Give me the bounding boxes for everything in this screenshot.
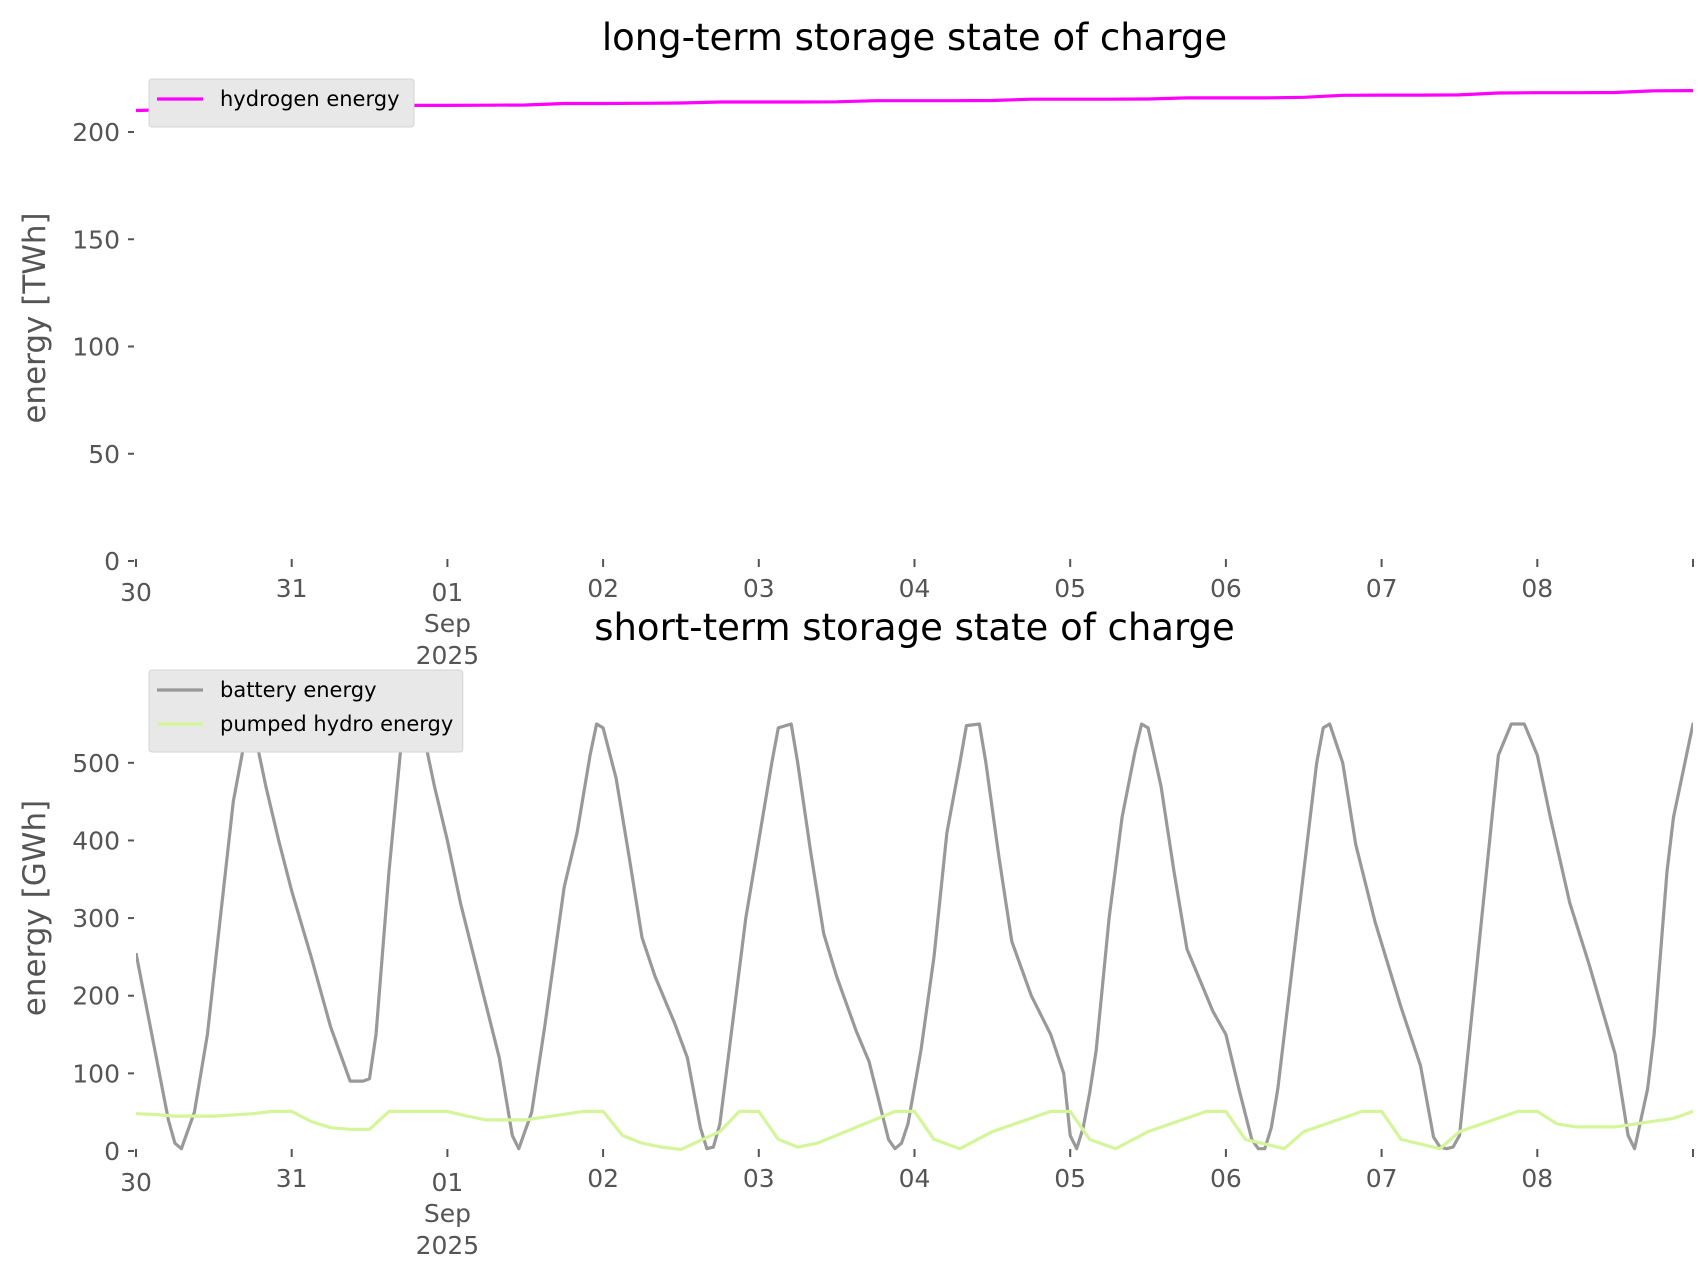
chart-panel-short-term: short-term storage state of charge energy…	[17, 606, 1694, 1260]
x-tick-sublabel: 2025	[416, 1231, 480, 1260]
y-tick-label: 200	[72, 982, 120, 1011]
x-tick-label: 07	[1366, 574, 1398, 603]
legend-label: pumped hydro energy	[220, 712, 453, 736]
x-tick-label: 02	[587, 1164, 619, 1193]
y-tick-label: 50	[88, 440, 120, 469]
legend-box	[148, 669, 464, 753]
x-tick-label: 07	[1366, 1164, 1398, 1193]
x-tick-label: 31	[276, 574, 308, 603]
x-tick-label: 08	[1521, 1164, 1553, 1193]
x-tick-label: 03	[743, 1164, 775, 1193]
y-tick-label: 150	[72, 225, 120, 254]
x-tick-label: 31	[276, 1164, 308, 1193]
y-tick-label: 500	[72, 749, 120, 778]
y-tick-label: 200	[72, 118, 120, 147]
x-tick-label: 08	[1521, 574, 1553, 603]
chart-title: short-term storage state of charge	[594, 606, 1235, 649]
legend: hydrogen energy	[148, 78, 415, 128]
y-tick-label: 100	[72, 333, 120, 362]
x-tick-sublabel: Sep	[424, 609, 471, 638]
x-tick-label: 04	[899, 1164, 931, 1193]
y-axis-label: energy [GWh]	[17, 800, 53, 1016]
chart-title: long-term storage state of charge	[602, 16, 1227, 59]
x-tick-sublabel: 2025	[416, 641, 480, 670]
x-tick-label: 02	[587, 574, 619, 603]
legend-label: hydrogen energy	[220, 87, 400, 111]
x-tick-label: 03	[743, 574, 775, 603]
x-tick-label: 05	[1054, 1164, 1086, 1193]
y-tick-label: 0	[104, 547, 120, 576]
legend-label: battery energy	[220, 678, 377, 702]
x-tick-label: 01	[431, 1168, 463, 1197]
x-tick-sublabel: Sep	[424, 1199, 471, 1228]
x-tick-label: 06	[1210, 1164, 1242, 1193]
y-tick-label: 0	[104, 1137, 120, 1166]
x-tick-label: 01	[431, 578, 463, 607]
x-tick-label: 05	[1054, 574, 1086, 603]
legend-box	[148, 78, 415, 128]
x-tick-label: 30	[120, 1168, 152, 1197]
y-tick-label: 300	[72, 904, 120, 933]
x-tick-label: 30	[120, 578, 152, 607]
legend: battery energy pumped hydro energy	[148, 669, 464, 753]
chart-panel-long-term: long-term storage state of charge energy …	[17, 16, 1694, 670]
series-line-pumped-hydro-energy	[136, 1109, 1693, 1151]
x-tick-label: 04	[899, 574, 931, 603]
y-axis-label: energy [TWh]	[17, 212, 53, 423]
y-tick-label: 400	[72, 826, 120, 855]
x-tick-label: 06	[1210, 574, 1242, 603]
y-tick-label: 100	[72, 1059, 120, 1088]
